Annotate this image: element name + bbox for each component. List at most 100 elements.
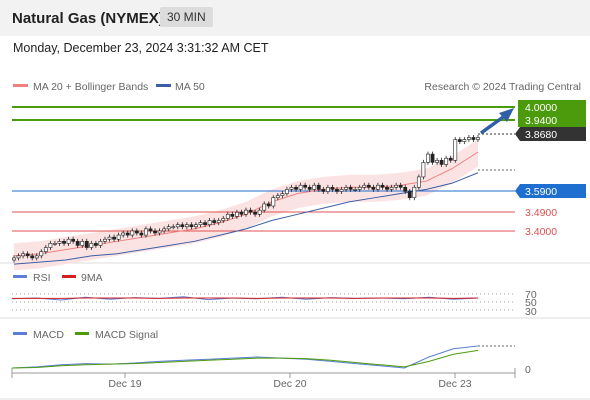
candle — [194, 224, 198, 228]
candle — [412, 187, 417, 198]
candle — [125, 232, 130, 236]
candle — [244, 209, 248, 215]
legend-rsi: RSI — [33, 272, 51, 284]
candle — [103, 238, 107, 242]
x-tick-dec19: Dec 19 — [108, 378, 141, 390]
candle — [312, 184, 317, 190]
candle — [316, 184, 321, 190]
candle — [257, 209, 262, 215]
candle — [89, 243, 94, 248]
chart-header: Natural Gas (NYMEX) 30 MIN — [0, 0, 590, 36]
candle — [426, 153, 430, 163]
legend-macd: MACD — [33, 329, 64, 341]
macd-panel — [11, 345, 515, 369]
candle — [421, 162, 426, 178]
candle — [230, 214, 235, 217]
candle — [162, 228, 167, 232]
legend-macd-signal: MACD Signal — [95, 329, 158, 341]
candle — [462, 139, 467, 142]
candle — [112, 236, 116, 240]
forecast-arrow-shaft — [479, 113, 508, 135]
candle — [98, 241, 103, 246]
x-tick-dec23: Dec 23 — [438, 378, 471, 390]
timeframe-badge[interactable]: 30 MIN — [160, 7, 213, 27]
macd-signal-line — [11, 349, 479, 369]
candle — [12, 257, 16, 261]
candle — [330, 187, 335, 190]
candle — [453, 139, 458, 161]
candle — [294, 187, 298, 190]
candle — [385, 187, 389, 190]
candle — [175, 224, 180, 228]
rsi-panel — [11, 293, 515, 311]
legend-swatch-macd — [13, 332, 27, 335]
candle — [280, 193, 285, 196]
resistance-label: 4.0000 — [525, 102, 557, 114]
candle — [153, 230, 157, 234]
candle — [71, 238, 76, 242]
candle — [66, 238, 71, 244]
candle — [116, 234, 121, 240]
candle — [57, 241, 62, 244]
candle — [430, 153, 435, 163]
candle — [198, 222, 203, 225]
candle — [471, 137, 476, 140]
legend-9ma: 9MA — [81, 272, 103, 284]
candle — [435, 160, 439, 163]
candle — [444, 157, 449, 165]
legend-ma20: MA 20 + Bollinger Bands — [33, 81, 148, 93]
candle — [157, 230, 162, 234]
legend-swatch-9ma — [62, 275, 76, 278]
legend-swatch-ma20 — [13, 84, 28, 87]
macd-tick-0: 0 — [525, 364, 531, 376]
rsi-tick-30: 30 — [525, 306, 537, 318]
candle — [448, 157, 453, 161]
legend-ma50: MA 50 — [175, 81, 205, 93]
candle — [248, 209, 253, 213]
last-price-tag — [515, 127, 586, 141]
candle — [130, 230, 135, 236]
candle — [30, 255, 35, 259]
candle — [394, 184, 399, 188]
candle — [398, 184, 403, 188]
candle — [253, 211, 257, 215]
candle — [298, 184, 303, 190]
candle — [43, 247, 48, 252]
candle — [107, 236, 112, 240]
candle — [48, 243, 53, 248]
support-label: 3.4000 — [525, 226, 557, 238]
bollinger-band — [14, 139, 478, 271]
x-tick-dec20: Dec 20 — [273, 378, 306, 390]
candle — [307, 187, 312, 190]
candle — [84, 241, 89, 248]
rsi-tick-50: 50 — [525, 297, 537, 309]
candle — [285, 189, 289, 194]
pivot-label: 3.5900 — [525, 186, 557, 198]
candle — [357, 187, 362, 190]
candle — [289, 187, 294, 190]
candle — [207, 220, 212, 225]
candle — [362, 184, 367, 188]
candle — [171, 226, 176, 229]
legend-swatch-rsi — [13, 275, 27, 278]
candle — [16, 255, 21, 259]
candle — [407, 191, 412, 198]
candle — [467, 137, 471, 140]
candle — [403, 187, 408, 192]
candle — [221, 218, 226, 221]
candle — [371, 187, 376, 190]
candle — [321, 189, 326, 192]
candle — [339, 189, 344, 192]
candle — [34, 255, 39, 259]
resistance-label: 3.9400 — [525, 115, 557, 127]
instrument-title: Natural Gas (NYMEX) — [12, 10, 164, 27]
candle — [303, 184, 308, 188]
resistance-tag — [518, 113, 586, 127]
legend-swatch-ma50 — [156, 84, 171, 87]
resistance-tag — [518, 100, 586, 114]
candle — [39, 251, 44, 257]
candle — [366, 184, 371, 188]
candle — [439, 160, 444, 165]
